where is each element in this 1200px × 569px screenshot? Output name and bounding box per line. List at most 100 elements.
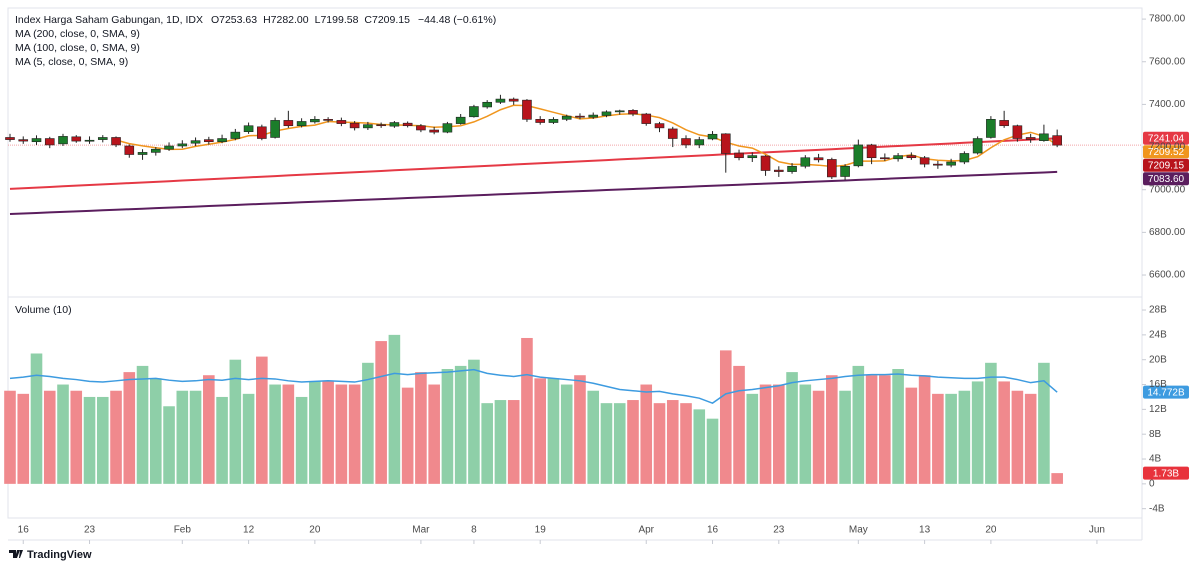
volume-bar <box>136 365 149 484</box>
volume-bar <box>348 384 361 484</box>
price-badge <box>1143 158 1189 172</box>
candle-body <box>707 133 718 140</box>
volume-bar <box>149 378 162 484</box>
volume-bar <box>680 403 692 484</box>
candle-body <box>164 145 174 150</box>
candle-body <box>97 137 108 140</box>
candle-body <box>310 119 320 123</box>
volume-bar <box>441 369 454 484</box>
volume-bar <box>653 403 666 484</box>
candle-body <box>986 119 996 138</box>
x-tick-label: 12 <box>243 525 255 536</box>
candle-body <box>349 122 360 129</box>
candle-body <box>880 157 890 160</box>
candle-body <box>747 155 758 159</box>
candle-body <box>840 165 850 177</box>
volume-bar <box>30 353 43 484</box>
y-tick-label: 6800.00 <box>1149 227 1186 238</box>
price-badge-label: 7241.04 <box>1148 133 1185 144</box>
price-badge <box>1143 385 1189 399</box>
x-tick-label: 23 <box>773 525 785 536</box>
y-tick-label: 7400.00 <box>1149 99 1186 110</box>
y-tick-label: 12B <box>1149 404 1167 415</box>
x-tick-label: 20 <box>309 525 321 536</box>
price-badge-label: 1.73B <box>1153 468 1179 479</box>
ohlc-value: H7282.00 <box>263 14 309 26</box>
price-badge <box>1143 172 1189 186</box>
candle-body <box>44 138 55 146</box>
volume-bar <box>773 384 785 484</box>
candle-body <box>972 138 983 154</box>
volume-bar <box>587 390 600 484</box>
candle-body <box>614 110 625 113</box>
candle-body <box>469 106 479 118</box>
ma-line <box>9 170 1058 216</box>
candle-body <box>1039 133 1049 141</box>
volume-bar <box>362 362 374 484</box>
x-tick-label: 20 <box>985 525 997 536</box>
candle-body <box>363 124 373 129</box>
volume-bar <box>666 400 679 484</box>
x-tick-label: Jun <box>1089 525 1105 536</box>
volume-bar <box>812 390 825 484</box>
candle-body <box>906 155 917 159</box>
volume-bar <box>401 387 414 484</box>
volume-bar <box>613 403 626 484</box>
volume-bar <box>958 390 971 484</box>
price-badge <box>1143 466 1189 480</box>
volume-bar <box>971 381 984 484</box>
volume-bar <box>839 390 851 484</box>
candle-body <box>270 120 280 138</box>
candle-body <box>482 101 492 108</box>
candle-body <box>230 131 241 139</box>
volume-bar <box>428 384 440 484</box>
candle-body <box>5 137 15 140</box>
candle-body <box>933 163 943 166</box>
candle-body <box>681 138 691 146</box>
candle-body <box>813 157 824 161</box>
candle-body <box>31 138 42 143</box>
x-tick-label: 19 <box>535 525 547 536</box>
volume-bar <box>216 396 228 484</box>
volume-bar <box>852 365 865 484</box>
candle-body <box>641 113 652 124</box>
volume-bar <box>123 372 136 484</box>
candle-body <box>177 143 188 147</box>
y-tick-label: 7200.00 <box>1149 142 1186 153</box>
x-tick-label: Mar <box>412 525 430 536</box>
candle-body <box>999 120 1009 127</box>
volume-bar <box>826 375 838 484</box>
candle-body <box>296 121 307 127</box>
volume-bar <box>282 384 295 484</box>
candle-body <box>667 128 678 139</box>
candle-body <box>442 123 453 133</box>
price-badge-label: 7209.52 <box>1148 147 1185 158</box>
candle-body <box>919 157 930 165</box>
y-tick-label: 0 <box>1149 478 1155 489</box>
candle-body <box>866 144 877 159</box>
candle-body <box>71 136 82 142</box>
candle-body <box>548 119 559 123</box>
candle-body <box>628 110 638 115</box>
price-badge <box>1143 145 1189 159</box>
volume-bar <box>415 372 427 484</box>
x-tick-label: 23 <box>84 525 96 536</box>
volume-bar <box>534 378 547 484</box>
candle-body <box>588 114 599 118</box>
candle-body <box>654 123 665 129</box>
volume-bar <box>879 375 891 484</box>
candle-body <box>535 119 546 123</box>
volume-bar <box>295 396 308 484</box>
volume-bar <box>627 400 639 484</box>
indicator-legend: MA (5, close, 0, SMA, 9) <box>15 56 128 68</box>
candle-body <box>283 120 294 127</box>
tradingview-logo: TradingView <box>9 549 92 561</box>
candle-body <box>720 133 731 154</box>
volume-bar <box>454 365 467 484</box>
volume-bar <box>176 390 189 484</box>
volume-bar <box>945 393 957 484</box>
volume-bar <box>1024 393 1037 484</box>
price-badge-label: 7209.15 <box>1148 160 1185 171</box>
candle-body <box>561 115 572 120</box>
